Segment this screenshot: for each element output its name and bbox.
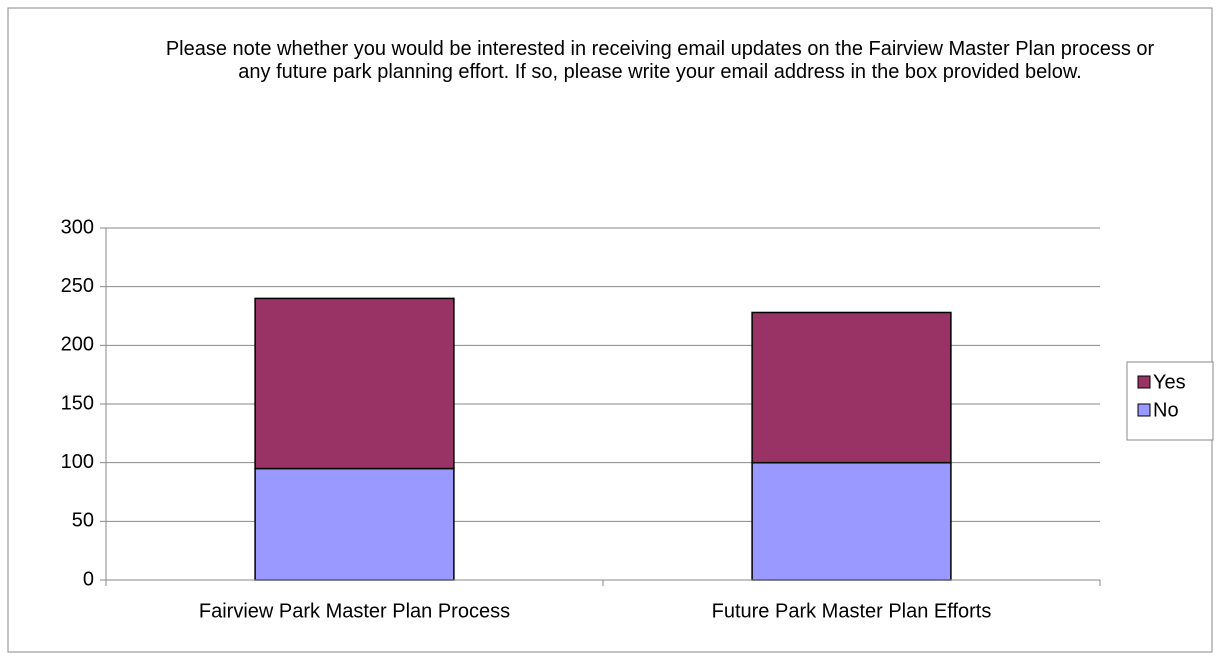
legend-swatch [1137, 375, 1151, 389]
x-tick-label: Fairview Park Master Plan Process [199, 600, 510, 622]
y-tick-label: 0 [83, 568, 94, 590]
legend-swatch [1137, 403, 1151, 417]
x-tick-label: Future Park Master Plan Efforts [712, 600, 992, 622]
legend-box [1126, 361, 1214, 441]
chart-title: Please note whether you would be interes… [165, 38, 1155, 83]
y-tick-label: 100 [61, 451, 94, 473]
legend-label: No [1153, 399, 1179, 421]
y-tick-label: 200 [61, 334, 94, 356]
chart-frame [7, 7, 1213, 653]
bar-segment [254, 297, 455, 470]
y-tick-label: 50 [72, 510, 94, 532]
y-tick-label: 250 [61, 275, 94, 297]
y-tick-label: 150 [61, 392, 94, 414]
bar-segment [751, 461, 952, 581]
bar-segment [751, 311, 952, 464]
bar-segment [254, 467, 455, 581]
legend-label: Yes [1153, 371, 1186, 393]
y-tick-label: 300 [61, 216, 94, 238]
